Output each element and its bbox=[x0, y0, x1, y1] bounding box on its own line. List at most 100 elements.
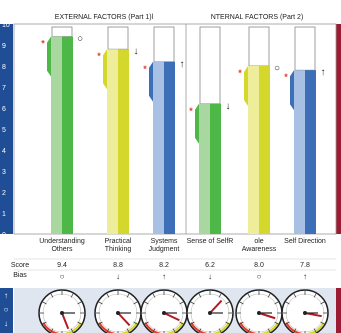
y-tick-label: 3 bbox=[2, 169, 6, 176]
category-label: Understanding bbox=[39, 238, 85, 245]
gauge-tick bbox=[144, 321, 149, 325]
circle-icon: ○ bbox=[274, 63, 280, 74]
bar-light bbox=[107, 49, 118, 235]
bar-light bbox=[294, 70, 305, 234]
bar-bulge bbox=[195, 103, 199, 144]
category-label: Sense of SelfR bbox=[187, 238, 234, 245]
category-label: Others bbox=[51, 246, 73, 253]
gauge-tick bbox=[172, 328, 176, 333]
gauge-tick bbox=[313, 293, 317, 298]
circle-icon: ○ bbox=[60, 272, 65, 281]
gauge-tick bbox=[50, 293, 54, 298]
gauge-tick bbox=[218, 328, 222, 333]
score-value: 6.2 bbox=[205, 262, 215, 269]
category-label: Systems bbox=[151, 238, 178, 245]
bar bbox=[210, 103, 221, 234]
y-tick-label: 2 bbox=[2, 190, 6, 197]
value-marker: * bbox=[189, 106, 193, 116]
gauge-tick bbox=[190, 321, 195, 325]
gauge-needle bbox=[258, 312, 276, 320]
bar-bulge bbox=[244, 66, 248, 106]
gauge-tick bbox=[42, 301, 47, 305]
gauge-tick bbox=[133, 301, 138, 305]
score-label: Score bbox=[11, 262, 29, 269]
category-label: Thinking bbox=[105, 246, 132, 253]
gauge-tick bbox=[70, 328, 74, 333]
bar-tube bbox=[248, 26, 270, 67]
down-arrow-icon: ↓ bbox=[116, 272, 120, 281]
gauge-hub bbox=[303, 311, 307, 315]
gauge-tick bbox=[190, 301, 195, 305]
score-value: 7.8 bbox=[300, 262, 310, 269]
gauge-tick bbox=[267, 328, 271, 333]
bias-label: Bias bbox=[13, 272, 27, 279]
gauge-tick bbox=[239, 321, 244, 325]
category-label: Practical bbox=[105, 238, 132, 245]
gauge-tick bbox=[70, 293, 74, 298]
gauge-tick bbox=[239, 301, 244, 305]
group-header: NTERNAL FACTORS (Part 2) bbox=[211, 14, 304, 21]
bar-tube bbox=[107, 26, 129, 50]
gauge-tick bbox=[293, 293, 297, 298]
gauge-hub bbox=[162, 311, 166, 315]
up-arrow-icon: ↑ bbox=[162, 272, 166, 281]
gauge-tick bbox=[152, 328, 156, 333]
gauge-tick bbox=[144, 301, 149, 305]
gauge-tick bbox=[50, 328, 54, 333]
bar bbox=[305, 70, 316, 234]
gauge-tick bbox=[106, 328, 110, 333]
y-tick-label: 1 bbox=[2, 211, 6, 218]
category-label: Judgment bbox=[149, 246, 180, 253]
y-axis-band bbox=[0, 24, 13, 234]
gauge-hub bbox=[208, 311, 212, 315]
bias-legend-band bbox=[0, 288, 13, 333]
gauge-tick bbox=[126, 328, 130, 333]
bar-light bbox=[153, 61, 164, 234]
bar-tube bbox=[199, 26, 221, 105]
gauge-tick bbox=[172, 293, 176, 298]
right-band bbox=[336, 288, 341, 333]
gauge-tick bbox=[285, 301, 290, 305]
gauge-tick bbox=[274, 301, 279, 305]
score-value: 9.4 bbox=[57, 262, 67, 269]
y-tick-label: 6 bbox=[2, 106, 6, 113]
score-value: 8.2 bbox=[159, 262, 169, 269]
gauge-needle bbox=[117, 312, 131, 327]
down-arrow-icon: ↓ bbox=[208, 272, 212, 281]
bar bbox=[259, 66, 270, 234]
gauge-tick bbox=[179, 301, 184, 305]
y-tick-label: 10 bbox=[2, 22, 10, 29]
bar-tube bbox=[153, 26, 175, 63]
gauge-tick bbox=[274, 321, 279, 325]
bar-bulge bbox=[290, 70, 294, 111]
gauge-hub bbox=[60, 311, 64, 315]
gauge-tick bbox=[320, 321, 325, 325]
gauge-tick bbox=[42, 321, 47, 325]
bar-tube bbox=[294, 26, 316, 71]
y-tick-label: 0 bbox=[2, 232, 6, 239]
up-arrow-icon: ↑ bbox=[4, 291, 8, 300]
gauge-tick bbox=[98, 301, 103, 305]
bar-tube bbox=[51, 26, 73, 37]
gauge-tick bbox=[77, 301, 82, 305]
up-arrow-icon: ↑ bbox=[180, 59, 185, 70]
gauge-tick bbox=[225, 301, 230, 305]
gauge-tick bbox=[313, 328, 317, 333]
gauge-tick bbox=[126, 293, 130, 298]
gauge-tick bbox=[152, 293, 156, 298]
gauge-tick bbox=[218, 293, 222, 298]
circle-icon: ○ bbox=[77, 34, 83, 45]
y-tick-label: 9 bbox=[2, 43, 6, 50]
y-tick-label: 4 bbox=[2, 148, 6, 155]
circle-icon: ○ bbox=[257, 272, 262, 281]
gauge-tick bbox=[198, 328, 202, 333]
gauge-tick bbox=[106, 293, 110, 298]
y-tick-label: 5 bbox=[2, 127, 6, 134]
gauge-tick bbox=[293, 328, 297, 333]
group-header: EXTERNAL FACTORS (Part 1)l bbox=[55, 14, 154, 21]
bar-bulge bbox=[149, 61, 153, 102]
bar bbox=[62, 36, 73, 234]
bar-bulge bbox=[47, 36, 51, 77]
up-arrow-icon: ↑ bbox=[303, 272, 307, 281]
down-arrow-icon: ↓ bbox=[4, 319, 8, 328]
